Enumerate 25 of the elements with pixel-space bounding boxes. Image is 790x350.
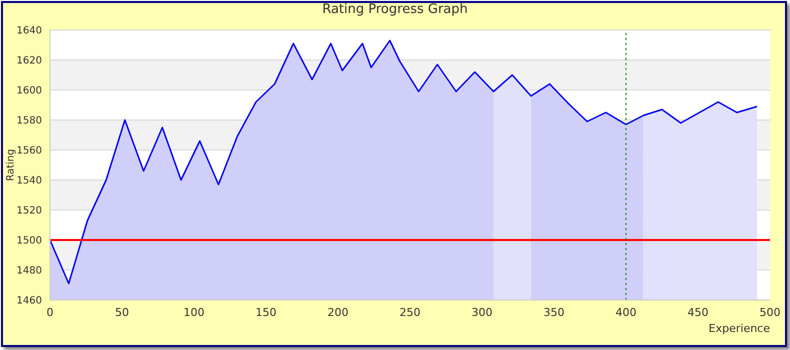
y-tick-label: 1520 [16,206,42,217]
x-tick-label: 100 [184,306,204,319]
x-tick-label: 450 [688,306,708,319]
x-tick-label: 250 [400,306,420,319]
x-tick-label: 50 [115,306,129,319]
chart-title: Rating Progress Graph [321,2,469,17]
x-tick-label: 150 [256,306,276,319]
y-tick-label: 1500 [16,236,42,247]
y-tick-label: 1640 [16,26,42,37]
y-tick-label: 1560 [16,146,42,157]
y-tick-label: 1480 [16,266,42,277]
y-tick-label: 1540 [16,176,42,187]
x-tick-label: 500 [760,306,780,319]
x-tick-label: 300 [472,306,492,319]
x-axis-title: Experience [708,322,770,335]
y-tick-label: 1460 [16,296,42,307]
x-tick-label: 0 [46,306,54,319]
y-tick-label: 1580 [16,116,42,127]
line-series [50,40,758,284]
x-tick-label: 400 [616,306,636,319]
y-tick-label: 1620 [16,56,42,67]
x-tick-label: 350 [544,306,564,319]
y-axis-title: Rating [6,148,16,182]
y-tick-label: 1600 [16,86,42,97]
x-tick-label: 200 [328,306,348,319]
